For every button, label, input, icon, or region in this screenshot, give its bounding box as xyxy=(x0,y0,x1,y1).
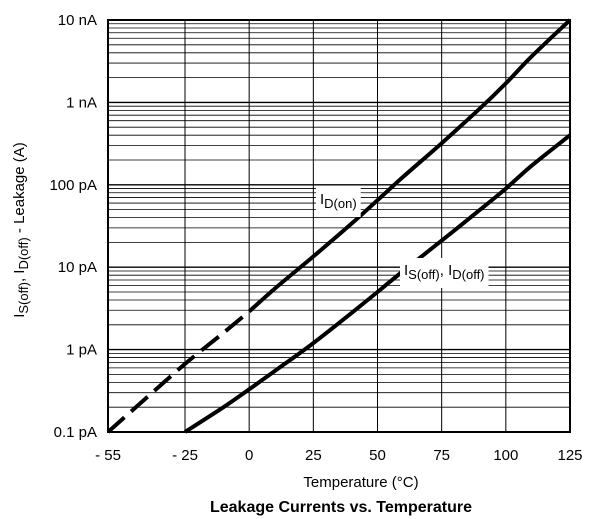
label-is-off-id-off-background xyxy=(400,258,489,288)
y-tick-label: 0.1 pA xyxy=(54,424,97,441)
x-tick-label: 50 xyxy=(369,447,386,464)
label-id-on: ID(on) xyxy=(320,191,357,211)
y-tick-labels: 0.1 pA 1 pA 10 pA 100 pA 1 nA 10 nA xyxy=(49,12,97,441)
plot-frame xyxy=(107,19,571,433)
y-tick-label: 10 pA xyxy=(58,259,97,276)
x-tick-label: - 55 xyxy=(95,447,121,464)
curve-id-on xyxy=(247,18,572,313)
y-tick-label: 10 nA xyxy=(58,12,97,29)
label-id-on-background xyxy=(316,187,361,217)
curve-labels: ID(on) IS(off), ID(off) xyxy=(316,187,489,288)
label-is-off-id-off: IS(off), ID(off) xyxy=(404,262,485,282)
x-tick-label: 125 xyxy=(557,447,582,464)
x-tick-label: 25 xyxy=(305,447,322,464)
y-tick-label: 1 pA xyxy=(66,342,97,359)
curve-id-on-dashed xyxy=(106,309,251,434)
x-tick-label: 75 xyxy=(433,447,450,464)
x-tick-label: - 25 xyxy=(172,447,198,464)
x-tick-labels: - 55 - 25 0 25 50 75 100 125 xyxy=(95,447,582,464)
y-axis-title: IS(off), ID(off) - Leakage (A) xyxy=(11,142,31,318)
curve-is-off-id-off xyxy=(183,133,572,434)
x-axis-title: Temperature (°C) xyxy=(303,474,418,491)
y-tick-label: 1 nA xyxy=(66,94,97,111)
label-id-on-group: ID(on) xyxy=(316,187,361,217)
chart-title: Leakage Currents vs. Temperature xyxy=(210,499,472,516)
grid xyxy=(108,20,570,432)
y-tick-label: 100 pA xyxy=(49,177,97,194)
label-is-off-id-off-group: IS(off), ID(off) xyxy=(400,258,489,288)
x-tick-label: 0 xyxy=(245,447,253,464)
curves xyxy=(106,18,572,434)
x-tick-label: 100 xyxy=(493,447,518,464)
